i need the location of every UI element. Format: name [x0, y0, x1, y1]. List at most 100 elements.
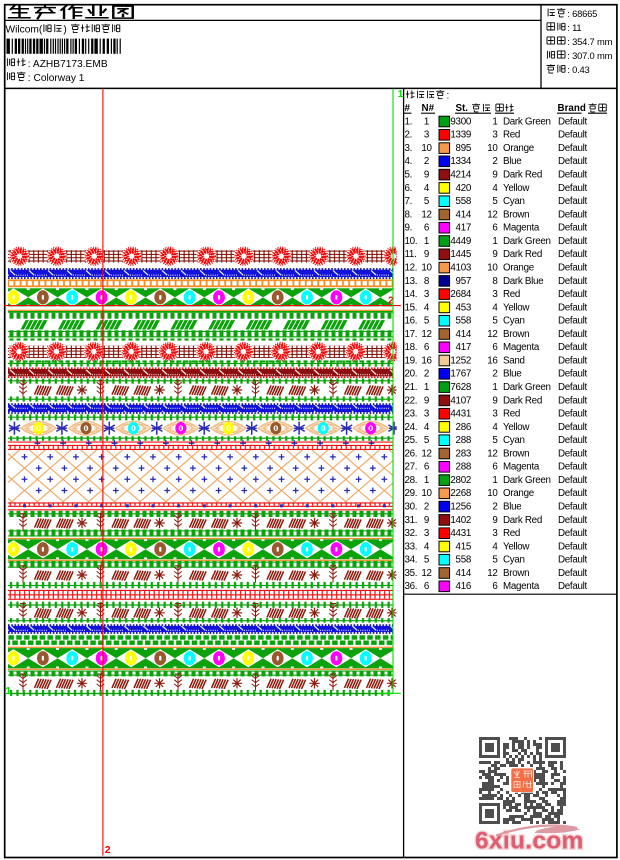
svg-text:Default: Default: [558, 395, 588, 406]
svg-text:1: 1: [492, 236, 497, 247]
svg-text:Default: Default: [558, 143, 588, 154]
svg-text:6: 6: [492, 462, 498, 473]
svg-text:4: 4: [424, 183, 430, 194]
svg-text:9: 9: [492, 515, 497, 526]
svg-text:3: 3: [424, 409, 430, 420]
svg-text:Yellow: Yellow: [503, 422, 530, 433]
svg-text:5: 5: [492, 555, 498, 566]
svg-text:415: 415: [456, 541, 472, 552]
svg-text:417: 417: [456, 342, 471, 353]
svg-text:12: 12: [487, 568, 497, 579]
svg-text:Orange: Orange: [503, 143, 535, 154]
svg-text:Default: Default: [558, 568, 588, 579]
svg-text:7628: 7628: [450, 382, 471, 393]
svg-text:3: 3: [492, 528, 498, 539]
svg-text:4431: 4431: [450, 409, 471, 420]
svg-text:Dark Red: Dark Red: [503, 170, 542, 181]
svg-text:2: 2: [424, 502, 429, 513]
svg-text:Default: Default: [558, 581, 588, 592]
svg-text:22.: 22.: [405, 395, 418, 406]
svg-text:288: 288: [456, 462, 472, 473]
svg-text:Dark Green: Dark Green: [503, 236, 551, 247]
svg-text:5.: 5.: [405, 170, 413, 181]
svg-text:Blue: Blue: [503, 156, 522, 167]
svg-text:558: 558: [456, 316, 472, 327]
svg-text:Orange: Orange: [503, 488, 535, 499]
svg-text:1: 1: [492, 382, 497, 393]
svg-text:St.: St.: [456, 103, 469, 114]
svg-text:12: 12: [421, 568, 431, 579]
svg-text:414: 414: [456, 568, 472, 579]
svg-text:27.: 27.: [405, 462, 418, 473]
svg-text:Default: Default: [558, 276, 588, 287]
svg-text:10.: 10.: [405, 236, 418, 247]
svg-text:2: 2: [492, 502, 497, 513]
svg-text:Red: Red: [503, 289, 520, 300]
svg-text:Dark Green: Dark Green: [503, 475, 551, 486]
svg-text:6: 6: [424, 462, 430, 473]
svg-text:Orange: Orange: [503, 263, 535, 274]
svg-text:1: 1: [424, 382, 429, 393]
svg-text:9300: 9300: [450, 116, 471, 127]
svg-text:5: 5: [424, 435, 430, 446]
svg-text:4: 4: [424, 302, 430, 313]
svg-text:9: 9: [424, 170, 429, 181]
svg-text:1.: 1.: [405, 116, 413, 127]
svg-text:: 11: : 11: [567, 22, 581, 33]
svg-text:4.: 4.: [405, 156, 413, 167]
svg-text:Default: Default: [558, 302, 588, 313]
svg-text:1256: 1256: [450, 502, 471, 513]
svg-text:2268: 2268: [450, 488, 471, 499]
svg-text:4449: 4449: [450, 236, 471, 247]
svg-text:16: 16: [421, 355, 432, 366]
svg-text:4431: 4431: [450, 528, 471, 539]
svg-text:Default: Default: [558, 289, 588, 300]
svg-text:2: 2: [492, 369, 497, 380]
svg-text:31.: 31.: [405, 515, 418, 526]
svg-text:Default: Default: [558, 409, 588, 420]
svg-text:3: 3: [492, 130, 498, 141]
svg-text:Cyan: Cyan: [503, 196, 525, 207]
svg-text:8: 8: [492, 276, 498, 287]
svg-text:17.: 17.: [405, 329, 418, 340]
svg-text:Yellow: Yellow: [503, 302, 530, 313]
svg-text:: 0.43: : 0.43: [567, 64, 589, 75]
svg-text:Default: Default: [558, 236, 588, 247]
svg-text:16: 16: [487, 355, 498, 366]
svg-text:15.: 15.: [405, 302, 418, 313]
svg-text:Magenta: Magenta: [503, 462, 540, 473]
svg-text:Default: Default: [558, 502, 588, 513]
svg-text:9: 9: [492, 249, 497, 260]
svg-text:9: 9: [492, 170, 497, 181]
svg-text:Magenta: Magenta: [503, 342, 540, 353]
svg-text:19.: 19.: [405, 355, 418, 366]
svg-text:Default: Default: [558, 382, 588, 393]
svg-text:10: 10: [487, 263, 498, 274]
svg-text:416: 416: [456, 581, 472, 592]
svg-text:Blue: Blue: [503, 369, 522, 380]
svg-text:1: 1: [492, 116, 497, 127]
svg-text:9: 9: [424, 249, 429, 260]
svg-text:: 307.0 mm: : 307.0 mm: [567, 50, 612, 61]
svg-text:3: 3: [492, 409, 498, 420]
svg-text:Default: Default: [558, 528, 588, 539]
svg-text:1: 1: [5, 685, 11, 697]
svg-text:9: 9: [424, 515, 429, 526]
svg-text:Dark Green: Dark Green: [503, 382, 551, 393]
svg-text:1339: 1339: [450, 130, 471, 141]
svg-text:Default: Default: [558, 369, 588, 380]
svg-text:Dark Green: Dark Green: [503, 116, 551, 127]
svg-text:Default: Default: [558, 116, 588, 127]
svg-text:26.: 26.: [405, 448, 418, 459]
svg-text:36.: 36.: [405, 581, 418, 592]
svg-text:Brand: Brand: [558, 103, 586, 114]
svg-text:25.: 25.: [405, 435, 418, 446]
svg-text:1: 1: [424, 236, 429, 247]
svg-text:28.: 28.: [405, 475, 418, 486]
svg-text:3: 3: [424, 130, 430, 141]
svg-text:Red: Red: [503, 528, 520, 539]
svg-text:Brown: Brown: [503, 448, 529, 459]
svg-text:6: 6: [492, 342, 498, 353]
svg-text:21.: 21.: [405, 382, 418, 393]
svg-text:: Colorway 1: : Colorway 1: [28, 73, 85, 84]
